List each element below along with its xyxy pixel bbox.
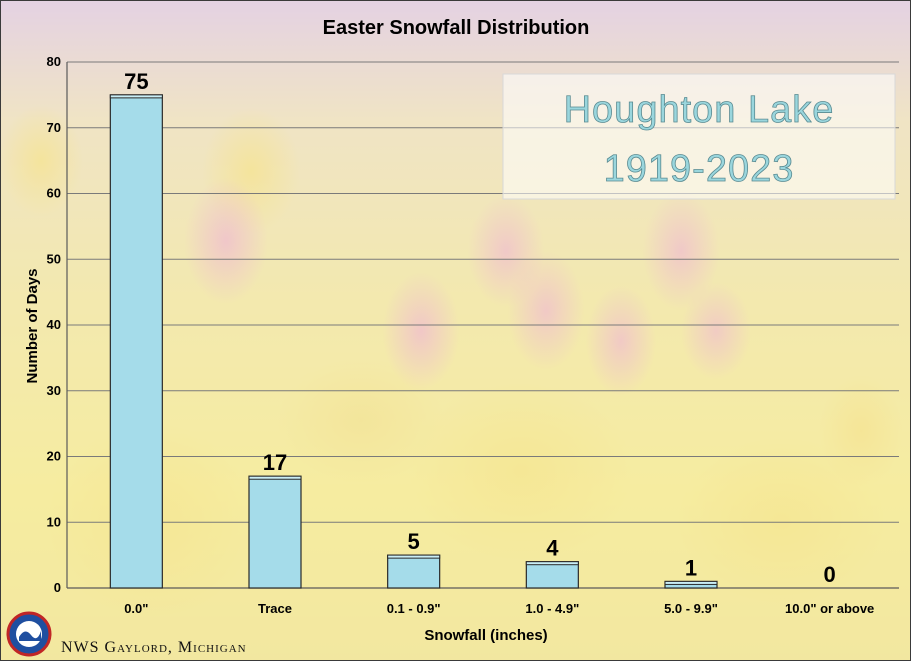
- y-tick-label: 0: [54, 580, 61, 595]
- bar-highlight: [525, 561, 579, 566]
- credit-text: NWS Gaylord, Michigan: [61, 639, 247, 656]
- y-tick-label: 40: [47, 317, 61, 332]
- data-label: 5: [408, 529, 420, 554]
- data-label: 0: [824, 562, 836, 587]
- bar: [109, 94, 163, 589]
- x-tick-label: 0.0": [124, 601, 148, 616]
- y-tick-label: 60: [47, 186, 61, 201]
- y-tick-labels: 0 10 20 30 40 50 60 70 80: [47, 54, 61, 595]
- data-label: 17: [263, 450, 287, 475]
- annotation-box: Houghton Lake 1919-2023: [502, 73, 896, 200]
- x-tick-label: 5.0 - 9.9": [664, 601, 718, 616]
- bars: [109, 94, 718, 589]
- x-tick-labels: 0.0" Trace 0.1 - 0.9" 1.0 - 4.9" 5.0 - 9.9" 1…: [124, 601, 874, 616]
- annotation-background: [502, 73, 896, 200]
- nws-logo-icon: [6, 611, 52, 657]
- bar: [248, 475, 302, 589]
- data-label: 75: [124, 69, 148, 94]
- x-tick-label: 1.0 - 4.9": [525, 601, 579, 616]
- y-tick-label: 20: [47, 449, 61, 464]
- annotation-location: Houghton Lake: [564, 89, 835, 131]
- y-axis-title: Number of Days: [24, 268, 41, 383]
- y-tick-label: 70: [47, 120, 61, 135]
- y-tick-label: 10: [47, 514, 61, 529]
- x-tick-label: 10.0" or above: [785, 601, 874, 616]
- bar-highlight: [109, 94, 163, 99]
- x-tick-label: Trace: [258, 601, 292, 616]
- y-tick-label: 80: [47, 54, 61, 69]
- x-axis-title: Snowfall (inches): [424, 627, 547, 644]
- chart-title: Easter Snowfall Distribution: [323, 17, 590, 39]
- data-label: 4: [546, 536, 559, 561]
- y-tick-label: 30: [47, 383, 61, 398]
- bar: [387, 554, 441, 589]
- bar: [525, 561, 579, 589]
- data-label: 1: [685, 555, 697, 580]
- data-labels: 75 17 5 4 1 0: [124, 69, 836, 587]
- bar-highlight: [248, 475, 302, 480]
- y-tick-label: 50: [47, 251, 61, 266]
- bar-highlight: [387, 554, 441, 559]
- annotation-period: 1919-2023: [604, 148, 795, 190]
- bar-highlight: [664, 580, 718, 585]
- x-tick-label: 0.1 - 0.9": [387, 601, 441, 616]
